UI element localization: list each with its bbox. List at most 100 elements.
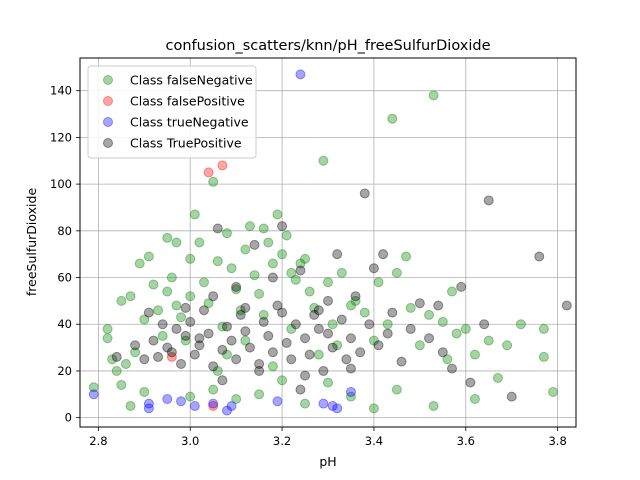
data-point — [231, 354, 242, 365]
data-point — [437, 347, 448, 358]
data-point — [313, 305, 324, 316]
x-axis-label: pH — [319, 454, 336, 469]
data-point — [111, 365, 122, 376]
data-point — [323, 295, 333, 306]
data-point — [235, 309, 246, 320]
data-point — [185, 253, 196, 264]
data-point — [286, 323, 297, 334]
data-point — [88, 382, 99, 393]
y-tick-label: 100 — [50, 177, 72, 191]
data-point — [368, 263, 379, 274]
data-point — [548, 386, 559, 397]
data-point — [221, 349, 232, 360]
data-point — [502, 340, 513, 351]
data-point — [295, 258, 306, 269]
data-point — [414, 340, 425, 351]
data-point — [327, 342, 338, 353]
data-point — [258, 309, 269, 320]
data-point — [373, 277, 384, 288]
x-tick-label: 3.2 — [273, 434, 291, 448]
data-point — [208, 384, 219, 395]
data-point — [561, 300, 572, 311]
legend-marker — [103, 75, 113, 85]
data-point — [166, 347, 177, 358]
data-point — [318, 398, 329, 409]
data-point — [143, 307, 154, 318]
data-point — [244, 221, 255, 232]
data-point — [130, 340, 141, 351]
data-point — [176, 358, 187, 369]
data-point — [171, 323, 182, 334]
data-point — [327, 400, 338, 411]
data-point — [148, 335, 159, 346]
data-point — [313, 349, 324, 360]
data-point — [341, 354, 352, 365]
data-points — [88, 69, 572, 416]
data-point — [254, 365, 265, 376]
data-point — [295, 384, 306, 395]
data-point — [424, 333, 435, 344]
data-point — [465, 377, 476, 388]
data-point — [249, 270, 260, 281]
series-points — [88, 69, 356, 416]
data-point — [180, 330, 191, 341]
data-point — [226, 263, 237, 274]
data-point — [272, 300, 283, 311]
data-point — [433, 300, 444, 311]
data-point — [171, 300, 182, 311]
data-point — [304, 286, 315, 297]
data-point — [221, 321, 232, 332]
data-point — [176, 396, 187, 407]
data-point — [267, 361, 278, 372]
data-point — [162, 342, 173, 353]
data-point — [318, 365, 329, 376]
data-point — [185, 291, 196, 302]
data-point — [231, 284, 242, 295]
x-tick-label: 3.8 — [548, 434, 566, 448]
data-point — [332, 249, 343, 260]
data-point — [336, 267, 347, 278]
data-point — [254, 389, 265, 400]
data-point — [364, 319, 375, 330]
data-point — [143, 398, 154, 409]
data-point — [281, 230, 292, 241]
data-point — [350, 291, 361, 302]
data-point — [102, 323, 113, 334]
data-point — [382, 328, 393, 339]
data-point — [428, 90, 439, 101]
data-point — [267, 258, 278, 269]
grid-lines — [80, 58, 576, 427]
data-point — [208, 361, 219, 372]
data-point — [180, 302, 191, 313]
data-point — [401, 251, 412, 262]
data-point — [327, 319, 338, 330]
data-point — [139, 314, 150, 325]
data-point — [515, 319, 526, 330]
data-point — [199, 305, 209, 316]
data-point — [483, 195, 494, 206]
data-point — [153, 305, 164, 316]
data-point — [359, 188, 370, 199]
data-point — [300, 370, 311, 381]
data-point — [332, 403, 343, 414]
data-point — [506, 391, 517, 402]
data-point — [414, 298, 425, 309]
data-point — [405, 302, 416, 313]
data-point — [258, 316, 269, 327]
data-point — [323, 328, 333, 339]
data-point — [336, 314, 347, 325]
data-point — [203, 298, 214, 309]
data-point — [300, 398, 311, 409]
data-point — [217, 321, 228, 332]
data-point — [451, 328, 462, 339]
legend-label: Class falseNegative — [130, 73, 253, 88]
data-point — [176, 312, 187, 323]
data-point — [345, 386, 356, 397]
data-point — [194, 340, 205, 351]
data-point — [157, 319, 168, 330]
y-axis-label: freeSulfurDioxide — [24, 188, 39, 297]
data-point — [332, 340, 343, 351]
data-point — [304, 349, 315, 360]
series-points — [166, 160, 228, 411]
data-point — [134, 258, 145, 269]
